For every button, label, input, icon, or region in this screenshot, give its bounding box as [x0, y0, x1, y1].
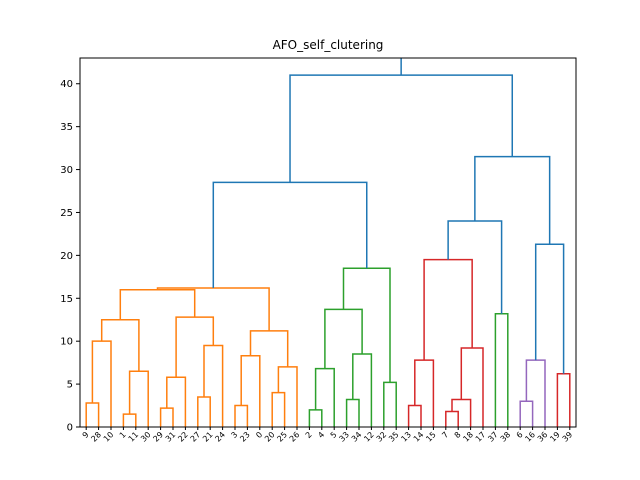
y-tick-label: 10 [60, 337, 73, 348]
dendrogram-link [556, 373, 571, 427]
leaf-label: 26 [288, 430, 302, 444]
dendrogram-link [494, 312, 509, 427]
leaf-label: 1 [118, 430, 128, 440]
dendrogram-link [383, 381, 397, 427]
dendrogram-link [234, 404, 249, 427]
dendrogram-link [271, 391, 286, 427]
dendrogram-link [122, 413, 137, 427]
dendrogram-link [197, 396, 211, 427]
dendrogram-link [324, 308, 363, 369]
dendrogram-link [119, 288, 196, 320]
dendrogram-link [175, 316, 215, 378]
leaf-label: 6 [515, 430, 525, 440]
y-tick-label: 25 [60, 208, 73, 219]
leaf-label: 5 [329, 430, 339, 440]
dendrogram-link [474, 155, 551, 245]
dendrogram-link [451, 398, 472, 427]
leaf-label: 2 [304, 430, 314, 440]
dendrogram-link [414, 359, 435, 427]
dendrogram-link [407, 404, 422, 427]
dendrogram-link [100, 318, 140, 372]
dendrogram-link [85, 402, 100, 427]
y-axis: 0 5 10 15 20 25 30 35 40 [60, 79, 80, 434]
dendrogram-link [534, 243, 565, 374]
leaf-label: 7 [440, 430, 450, 440]
leaf-label: 39 [561, 430, 575, 444]
y-tick-label: 35 [60, 122, 73, 133]
dendrogram-link [128, 370, 149, 427]
dendrogram-link [447, 220, 503, 314]
leaf-label: 38 [499, 430, 513, 444]
dendrogram-link [249, 330, 289, 367]
dendrogram-link [91, 340, 112, 427]
leaf-label: 0 [254, 430, 264, 440]
y-tick-label: 20 [60, 251, 73, 262]
dendrogram-link [203, 344, 224, 427]
y-tick-label: 0 [67, 423, 73, 434]
chart-title: AFO_self_clutering [273, 38, 384, 52]
dendrogram-link [445, 410, 459, 427]
dendrogram-link [423, 258, 473, 361]
dendrogram-link [159, 407, 174, 427]
y-tick-label: 15 [60, 294, 73, 305]
leaf-label: 10 [102, 430, 116, 444]
dendrogram-link [342, 267, 391, 383]
y-tick-label: 30 [60, 165, 73, 176]
dendrogram-link [519, 400, 534, 427]
dendrogram-link [277, 366, 298, 427]
dendrogram-link [460, 347, 484, 427]
dendrogram-link [314, 367, 335, 427]
leaf-label: 15 [424, 430, 438, 444]
dendrogram-link [240, 355, 261, 427]
dendrogram-link [308, 409, 323, 427]
leaf-label: 24 [213, 430, 227, 444]
plot-frame [79, 57, 577, 428]
dendrogram-link [352, 353, 373, 427]
leaf-label: 9 [81, 430, 91, 440]
dendrogram-link [345, 398, 360, 427]
dendrogram-link [289, 74, 514, 183]
leaf-label: 3 [229, 430, 239, 440]
leaf-label: 4 [316, 430, 326, 440]
dendrogram-link [525, 359, 546, 427]
y-tick-label: 5 [67, 380, 73, 391]
leaf-label: 8 [453, 430, 463, 440]
dendrogram-link [166, 376, 187, 427]
leaf-label: 23 [238, 430, 252, 444]
dendrogram-links [85, 58, 571, 427]
y-tick-label: 40 [60, 79, 73, 90]
